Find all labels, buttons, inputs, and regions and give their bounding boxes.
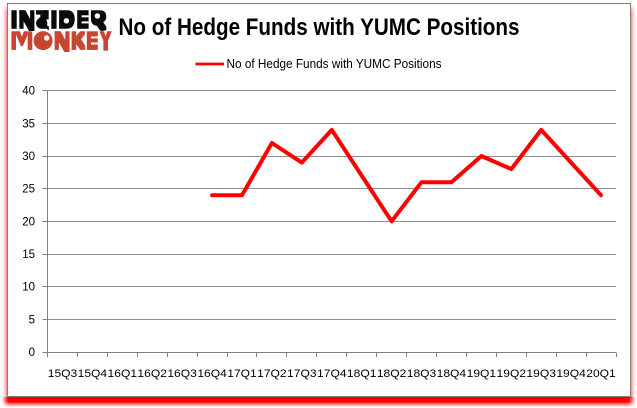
svg-text:18Q1: 18Q1: [347, 368, 377, 380]
svg-text:19Q4: 19Q4: [556, 368, 586, 380]
svg-text:15Q4: 15Q4: [78, 368, 108, 380]
svg-text:16Q1: 16Q1: [108, 368, 138, 380]
svg-text:0: 0: [29, 347, 35, 359]
svg-text:17Q2: 17Q2: [257, 368, 287, 380]
svg-text:16Q4: 16Q4: [197, 368, 227, 380]
svg-text:17Q4: 17Q4: [317, 368, 347, 380]
svg-text:16Q2: 16Q2: [137, 368, 167, 380]
svg-text:18Q4: 18Q4: [437, 368, 467, 380]
svg-text:18Q2: 18Q2: [377, 368, 407, 380]
svg-text:25: 25: [22, 184, 35, 196]
svg-text:10: 10: [22, 282, 35, 294]
svg-text:15: 15: [22, 249, 35, 261]
svg-text:17Q3: 17Q3: [287, 368, 317, 380]
svg-text:30: 30: [22, 151, 35, 163]
svg-text:19Q1: 19Q1: [467, 368, 497, 380]
svg-text:35: 35: [22, 118, 35, 130]
svg-text:40: 40: [22, 86, 35, 98]
svg-text:18Q3: 18Q3: [407, 368, 437, 380]
svg-text:No of Hedge Funds with YUMC Po: No of Hedge Funds with YUMC Positions: [119, 14, 520, 41]
svg-text:17Q1: 17Q1: [227, 368, 257, 380]
svg-text:19Q3: 19Q3: [526, 368, 556, 380]
svg-text:5: 5: [29, 314, 35, 326]
svg-text:No of Hedge Funds with YUMC P: No of Hedge Funds with YUMC Positions: [227, 56, 442, 71]
svg-text:16Q3: 16Q3: [167, 368, 197, 380]
svg-text:15Q3: 15Q3: [48, 368, 78, 380]
svg-text:20: 20: [22, 216, 35, 228]
svg-text:19Q2: 19Q2: [497, 368, 527, 380]
svg-text:20Q1: 20Q1: [586, 368, 616, 380]
